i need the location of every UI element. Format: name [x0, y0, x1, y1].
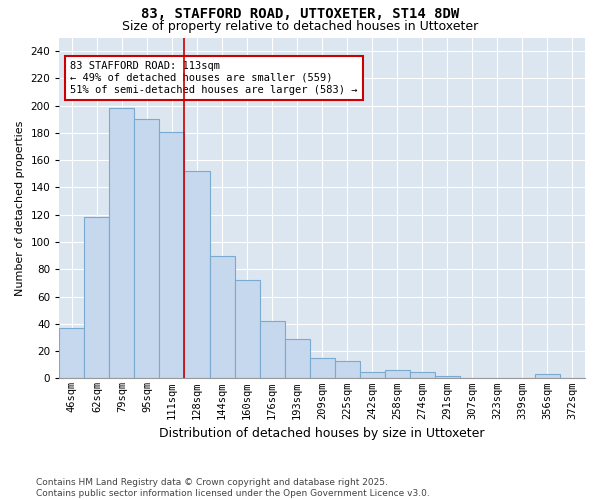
- Text: Contains HM Land Registry data © Crown copyright and database right 2025.
Contai: Contains HM Land Registry data © Crown c…: [36, 478, 430, 498]
- Text: 83 STAFFORD ROAD: 113sqm
← 49% of detached houses are smaller (559)
51% of semi-: 83 STAFFORD ROAD: 113sqm ← 49% of detach…: [70, 62, 358, 94]
- X-axis label: Distribution of detached houses by size in Uttoxeter: Distribution of detached houses by size …: [160, 427, 485, 440]
- Bar: [160, 132, 184, 378]
- Bar: [85, 218, 109, 378]
- Bar: [260, 321, 284, 378]
- Bar: [284, 339, 310, 378]
- Bar: [59, 328, 85, 378]
- Bar: [410, 372, 435, 378]
- Bar: [360, 372, 385, 378]
- Bar: [109, 108, 134, 378]
- Bar: [535, 374, 560, 378]
- Bar: [435, 376, 460, 378]
- Bar: [209, 256, 235, 378]
- Text: Size of property relative to detached houses in Uttoxeter: Size of property relative to detached ho…: [122, 20, 478, 33]
- Bar: [184, 171, 209, 378]
- Bar: [310, 358, 335, 378]
- Bar: [385, 370, 410, 378]
- Bar: [335, 360, 360, 378]
- Text: 83, STAFFORD ROAD, UTTOXETER, ST14 8DW: 83, STAFFORD ROAD, UTTOXETER, ST14 8DW: [141, 8, 459, 22]
- Bar: [134, 120, 160, 378]
- Bar: [235, 280, 260, 378]
- Y-axis label: Number of detached properties: Number of detached properties: [15, 120, 25, 296]
